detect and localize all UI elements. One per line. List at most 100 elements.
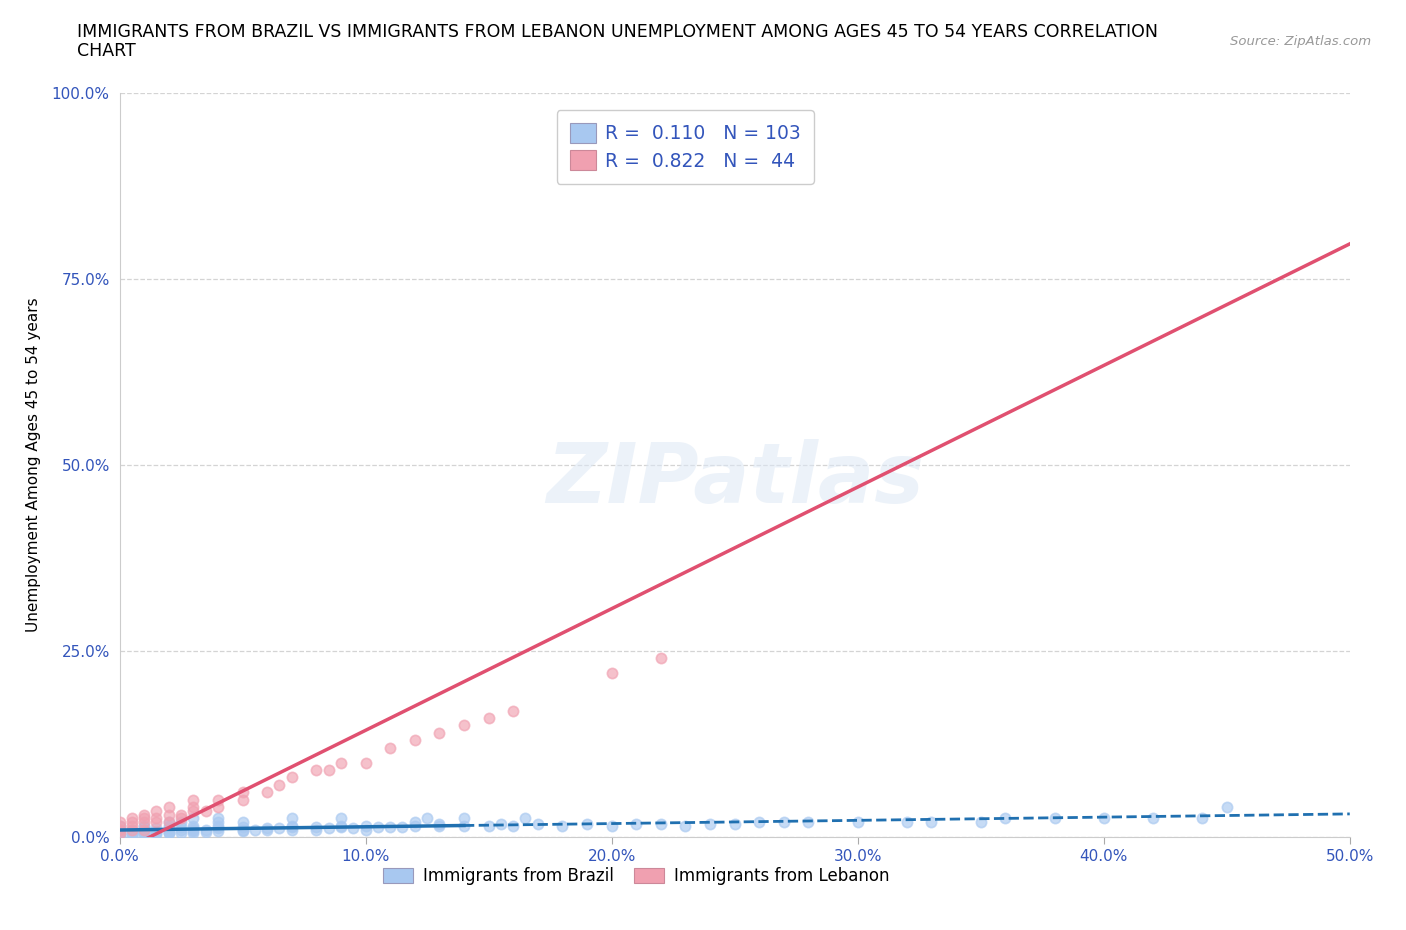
Point (675, 818, 697, 833)
Point (183, 804, 205, 818)
Point (243, 822, 266, 837)
Point (194, 822, 217, 837)
Point (108, 822, 131, 837)
Point (281, 770, 304, 785)
Point (318, 820, 340, 835)
Point (269, 777, 291, 792)
Point (132, 824, 156, 839)
Point (896, 815, 918, 830)
Point (121, 822, 143, 837)
Point (170, 823, 193, 838)
Point (170, 811, 193, 826)
Point (797, 815, 820, 830)
Point (183, 818, 205, 833)
Point (489, 817, 512, 831)
Point (132, 818, 156, 833)
Point (207, 824, 229, 839)
Legend: Immigrants from Brazil, Immigrants from Lebanon: Immigrants from Brazil, Immigrants from … (377, 860, 896, 892)
Point (108, 830, 131, 844)
Point (921, 815, 943, 830)
Point (183, 800, 205, 815)
Point (132, 811, 156, 826)
Point (121, 826, 143, 841)
Point (183, 826, 205, 841)
Point (207, 818, 229, 833)
Point (551, 818, 574, 833)
Point (404, 733, 426, 748)
Point (416, 811, 439, 826)
Point (231, 824, 254, 839)
Point (194, 804, 217, 818)
Point (170, 825, 193, 840)
Point (145, 820, 167, 835)
Point (970, 815, 993, 830)
Point (305, 820, 328, 835)
Point (453, 811, 475, 826)
Point (427, 725, 450, 740)
Point (108, 826, 131, 841)
Point (121, 822, 143, 837)
Point (183, 792, 205, 807)
Point (145, 815, 167, 830)
Text: IMMIGRANTS FROM BRAZIL VS IMMIGRANTS FROM LEBANON UNEMPLOYMENT AMONG AGES 45 TO : IMMIGRANTS FROM BRAZIL VS IMMIGRANTS FRO… (77, 23, 1159, 41)
Point (576, 817, 599, 831)
Point (108, 830, 131, 844)
Point (994, 811, 1017, 826)
Point (354, 818, 377, 833)
Point (354, 822, 377, 837)
Point (145, 826, 167, 841)
Point (108, 815, 131, 830)
Point (132, 820, 156, 835)
Point (108, 818, 131, 833)
Point (281, 811, 304, 826)
Point (305, 763, 328, 777)
Point (157, 826, 180, 841)
Point (183, 824, 205, 839)
Point (121, 828, 143, 843)
Point (527, 817, 550, 831)
Point (453, 818, 475, 833)
Point (329, 755, 352, 770)
Point (145, 824, 167, 839)
Point (846, 815, 869, 830)
Point (121, 815, 143, 830)
Point (453, 718, 475, 733)
Point (157, 820, 180, 835)
Point (650, 651, 672, 666)
Point (121, 818, 143, 833)
Point (477, 711, 501, 725)
Point (723, 817, 745, 831)
Point (207, 811, 229, 826)
Point (183, 820, 205, 835)
Point (1216, 800, 1239, 815)
Point (108, 818, 131, 833)
Point (108, 828, 131, 843)
Point (132, 807, 156, 822)
Point (132, 826, 156, 841)
Point (329, 818, 352, 833)
Point (380, 819, 402, 834)
Point (157, 800, 180, 815)
Point (128, 827, 150, 842)
Point (1142, 811, 1164, 826)
Point (305, 822, 328, 837)
Point (170, 815, 193, 830)
Point (207, 800, 229, 815)
Point (624, 817, 647, 831)
Point (342, 820, 364, 835)
Point (600, 818, 623, 833)
Point (157, 807, 180, 822)
Point (427, 817, 450, 831)
Point (121, 825, 143, 840)
Point (231, 792, 254, 807)
Point (404, 815, 426, 830)
Point (157, 818, 180, 833)
Point (170, 820, 193, 835)
Point (1092, 811, 1115, 826)
Point (773, 815, 796, 830)
Text: ZIPatlas: ZIPatlas (546, 439, 924, 521)
Point (108, 826, 131, 841)
Point (515, 811, 537, 826)
Point (132, 822, 156, 837)
Point (256, 785, 278, 800)
